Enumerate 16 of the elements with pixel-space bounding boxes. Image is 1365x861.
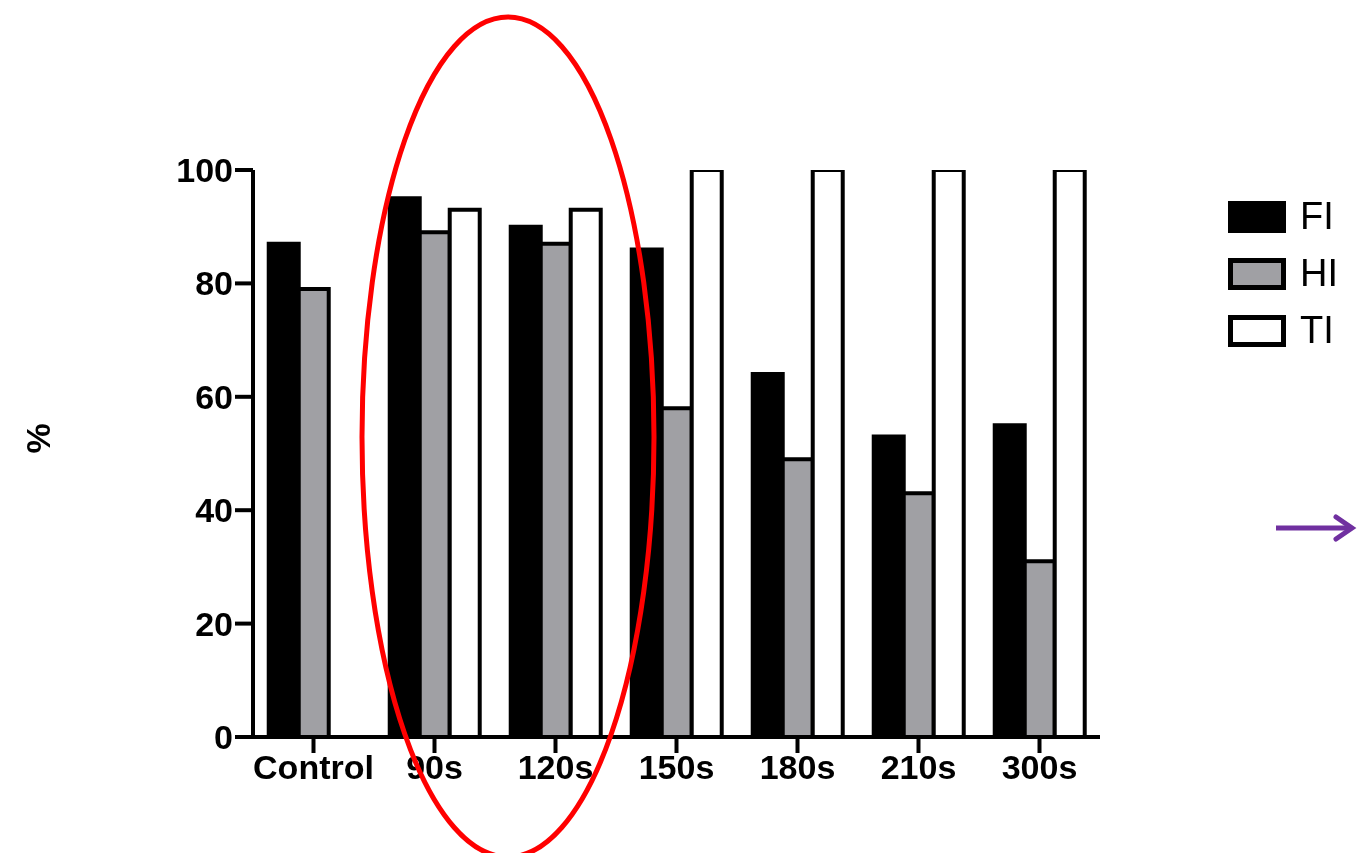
y-tick-label: 0: [214, 718, 233, 757]
x-tick-label: 180s: [759, 748, 836, 787]
x-tick-label: 300s: [1001, 748, 1078, 787]
x-tick-label: Control: [253, 748, 374, 787]
x-tick-label: 120s: [517, 748, 594, 787]
legend-label: FI: [1300, 195, 1334, 238]
y-tick-label: 60: [195, 377, 233, 416]
y-tick-label: 40: [195, 491, 233, 530]
legend-label: HI: [1300, 252, 1338, 295]
x-tick-label: 210s: [880, 748, 957, 787]
y-tick-label: 20: [195, 604, 233, 643]
legend-label: TI: [1300, 309, 1334, 352]
x-tick-label: 150s: [638, 748, 715, 787]
y-axis-title: %: [19, 423, 58, 454]
y-tick-label: 80: [195, 264, 233, 303]
y-tick-label: 100: [176, 151, 233, 190]
